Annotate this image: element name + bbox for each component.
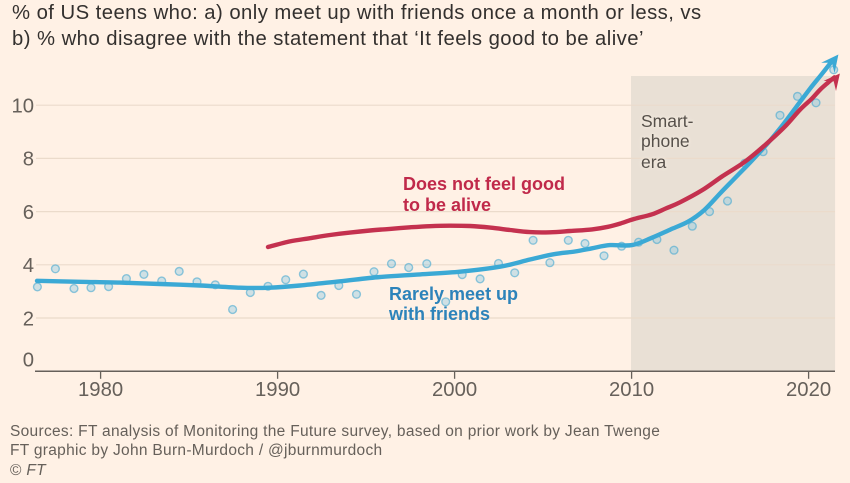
svg-text:2020: 2020 [786, 379, 831, 401]
svg-text:8: 8 [23, 149, 34, 171]
svg-text:10: 10 [11, 96, 34, 118]
svg-text:6: 6 [23, 202, 34, 224]
svg-text:1990: 1990 [255, 379, 300, 401]
svg-text:2: 2 [23, 308, 34, 330]
svg-text:2000: 2000 [432, 379, 477, 401]
svg-text:4: 4 [23, 255, 34, 277]
svg-text:2010: 2010 [609, 379, 654, 401]
svg-text:0: 0 [23, 350, 34, 372]
svg-text:1980: 1980 [78, 379, 123, 401]
